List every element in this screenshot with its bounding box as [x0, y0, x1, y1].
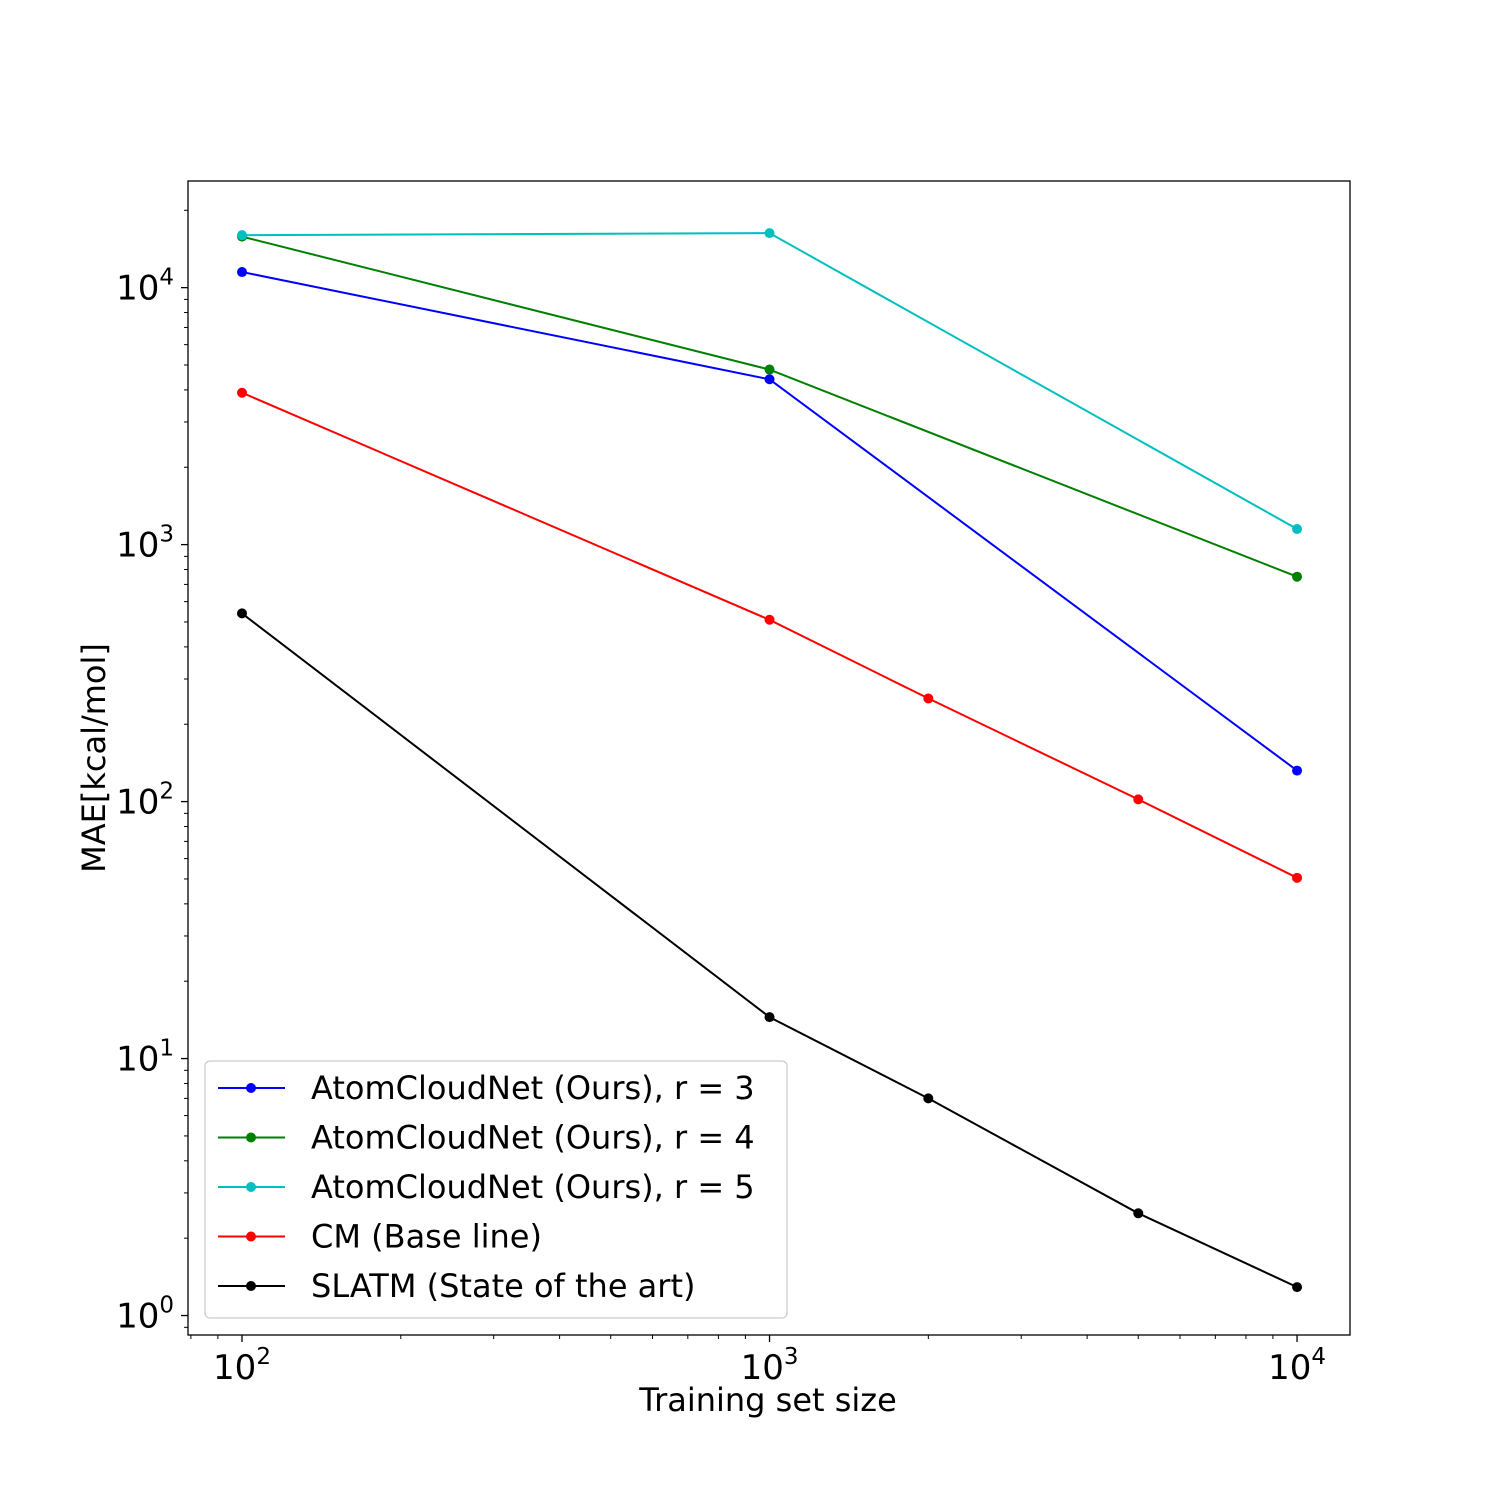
data-point [1292, 1282, 1303, 1293]
legend-label: AtomCloudNet (Ours), r = 5 [311, 1168, 755, 1206]
legend-label: SLATM (State of the art) [311, 1267, 695, 1305]
data-point [923, 693, 934, 704]
legend-label: AtomCloudNet (Ours), r = 4 [311, 1119, 755, 1157]
data-point [1292, 571, 1303, 582]
y-axis: 100 101 102 103 104 [116, 209, 188, 1337]
y-axis-title: MAE[kcal/mol] [75, 643, 113, 873]
data-point [237, 230, 248, 241]
y-tick-label: 103 [116, 522, 174, 566]
y-tick-label: 101 [116, 1036, 174, 1080]
series-5 [237, 608, 1303, 1293]
data-point [237, 608, 248, 619]
data-point [764, 614, 775, 625]
data-point [1292, 524, 1303, 535]
series-line [241, 271, 1298, 772]
legend-label: AtomCloudNet (Ours), r = 3 [311, 1069, 755, 1107]
series-line [241, 235, 1298, 578]
data-point [1133, 794, 1144, 805]
series-line [241, 391, 1298, 879]
y-tick-label: 104 [116, 265, 174, 309]
data-point [1292, 872, 1303, 883]
series-2 [237, 231, 1303, 582]
series-4 [237, 387, 1303, 883]
plot-frame [187, 180, 1351, 1336]
legend-marker [246, 1281, 256, 1291]
data-point [764, 374, 775, 385]
legend-marker [246, 1231, 256, 1242]
data-point [764, 364, 775, 375]
series-3 [237, 228, 1303, 535]
data-point [1292, 765, 1303, 776]
x-axis: 102 103 104 [190, 1335, 1326, 1388]
legend-item: CM (Base line) [218, 1218, 542, 1256]
data-point [237, 387, 248, 398]
legend-marker [246, 1182, 256, 1192]
x-axis-title: Training set size [638, 1381, 897, 1419]
y-tick-label: 102 [116, 779, 174, 823]
series-1 [237, 267, 1303, 776]
x-tick-label: 103 [741, 1344, 799, 1388]
y-tick-label: 100 [116, 1293, 174, 1337]
x-tick-label: 104 [1268, 1344, 1326, 1388]
legend: AtomCloudNet (Ours), r = 3 AtomCloudNet (… [204, 1060, 788, 1319]
data-point [764, 1012, 775, 1023]
legend-item: AtomCloudNet (Ours), r = 3 [218, 1069, 755, 1107]
legend-box [204, 1060, 788, 1319]
data-point [1133, 1208, 1144, 1219]
data-point [237, 267, 248, 278]
plot-area [237, 228, 1303, 1293]
legend-marker [246, 1132, 256, 1143]
data-point [923, 1093, 934, 1104]
legend-item: AtomCloudNet (Ours), r = 4 [218, 1119, 755, 1157]
legend-item: AtomCloudNet (Ours), r = 5 [218, 1168, 755, 1206]
legend-item: SLATM (State of the art) [218, 1267, 695, 1305]
data-point [764, 228, 775, 239]
legend-label: CM (Base line) [311, 1218, 542, 1256]
x-tick-label: 102 [213, 1344, 271, 1388]
legend-marker [246, 1083, 256, 1093]
